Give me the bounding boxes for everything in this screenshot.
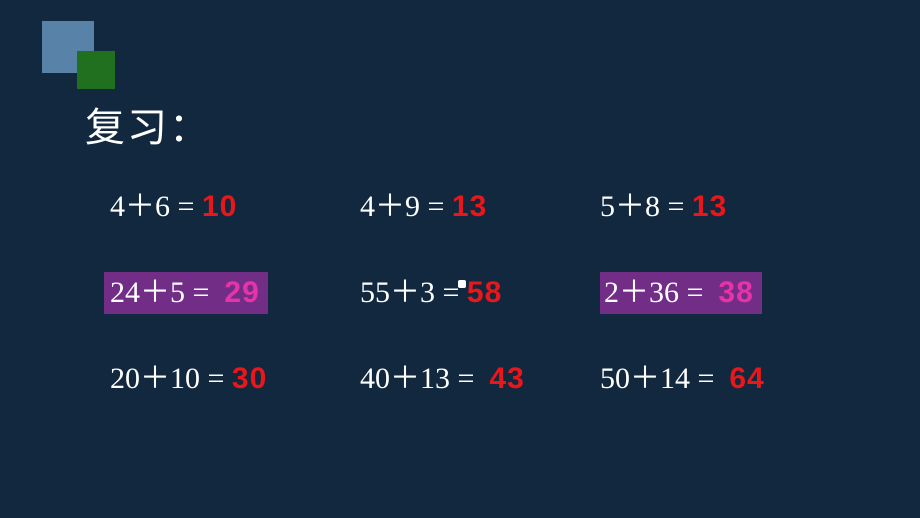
center-marker-icon bbox=[458, 280, 466, 288]
operand-a: 20 bbox=[110, 362, 140, 395]
operand-b: 6 bbox=[155, 190, 170, 223]
plus-sign: ＋ bbox=[390, 362, 420, 395]
equals-sign: = bbox=[428, 190, 445, 223]
answer: 38 bbox=[718, 276, 753, 309]
operand-b: 36 bbox=[649, 276, 679, 309]
operand-b: 14 bbox=[660, 362, 690, 395]
equation: 50＋14 = 64 bbox=[600, 364, 765, 394]
answer: 10 bbox=[202, 190, 237, 223]
answer: 30 bbox=[232, 362, 267, 395]
equation: 4＋6 = 10 bbox=[110, 192, 237, 222]
equals-sign: = bbox=[178, 190, 195, 223]
answer: 13 bbox=[692, 190, 727, 223]
answer: 29 bbox=[224, 276, 259, 309]
plus-sign: ＋ bbox=[140, 362, 170, 395]
equation: 5＋8 = 13 bbox=[600, 192, 727, 222]
operand-b: 13 bbox=[420, 362, 450, 395]
operand-a: 24 bbox=[110, 276, 140, 309]
slide-title: 复习： bbox=[85, 95, 211, 153]
equation-highlighted: 24＋5 = 29 bbox=[104, 272, 268, 314]
plus-sign: ＋ bbox=[630, 362, 660, 395]
operand-a: 55 bbox=[360, 276, 390, 309]
equals-sign: = bbox=[208, 362, 225, 395]
operand-a: 2 bbox=[604, 276, 619, 309]
plus-sign: ＋ bbox=[390, 276, 420, 309]
equals-sign: = bbox=[443, 276, 460, 309]
equals-sign: = bbox=[458, 362, 475, 395]
plus-sign: ＋ bbox=[125, 190, 155, 223]
equals-sign: = bbox=[687, 276, 704, 309]
equation-highlighted: 2＋36 = 38 bbox=[600, 272, 762, 314]
operand-a: 5 bbox=[600, 190, 615, 223]
equation: 20＋10 = 30 bbox=[110, 364, 267, 394]
equation: 4＋9 = 13 bbox=[360, 192, 487, 222]
operand-a: 50 bbox=[600, 362, 630, 395]
answer: 64 bbox=[729, 362, 764, 395]
answer: 13 bbox=[452, 190, 487, 223]
plus-sign: ＋ bbox=[619, 276, 649, 309]
plus-sign: ＋ bbox=[615, 190, 645, 223]
operand-b: 9 bbox=[405, 190, 420, 223]
plus-sign: ＋ bbox=[375, 190, 405, 223]
plus-sign: ＋ bbox=[140, 276, 170, 309]
answer: 43 bbox=[489, 362, 524, 395]
equals-sign: = bbox=[668, 190, 685, 223]
operand-b: 10 bbox=[170, 362, 200, 395]
equals-sign: = bbox=[193, 276, 210, 309]
operand-a: 4 bbox=[110, 190, 125, 223]
equals-sign: = bbox=[698, 362, 715, 395]
operand-a: 40 bbox=[360, 362, 390, 395]
operand-b: 3 bbox=[420, 276, 435, 309]
equation: 40＋13 = 43 bbox=[360, 364, 525, 394]
operand-b: 5 bbox=[170, 276, 185, 309]
operand-a: 4 bbox=[360, 190, 375, 223]
equation: 55＋3 = 58 bbox=[360, 278, 502, 308]
answer: 58 bbox=[467, 276, 502, 309]
operand-b: 8 bbox=[645, 190, 660, 223]
deco-square-green bbox=[77, 51, 115, 89]
